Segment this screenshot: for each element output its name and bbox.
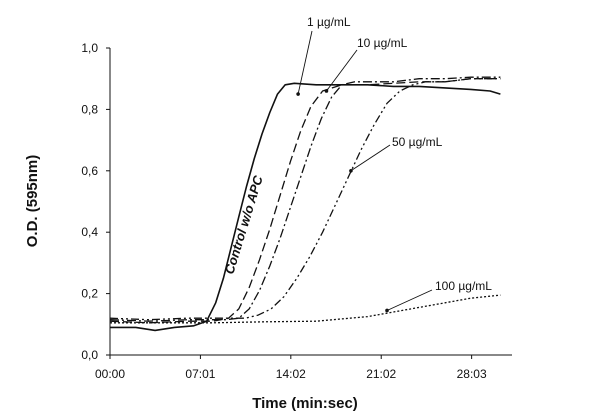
y-tick-label: 0,0 xyxy=(81,348,98,362)
series-line-0 xyxy=(110,82,501,332)
series-line-2 xyxy=(109,76,501,322)
x-tick-label: 21:02 xyxy=(366,367,396,381)
x-axis-ticks: 00:00 07:01 14:02 21:02 28:03 xyxy=(95,355,487,381)
annotation-pointer xyxy=(324,89,329,93)
x-tick-label: 00:00 xyxy=(95,367,125,381)
annotation-leader xyxy=(326,49,358,92)
annotation-label: 10 µg/mL xyxy=(357,36,408,50)
y-tick-label: 0,6 xyxy=(81,164,98,178)
y-axis-ticks: 0,0 0,2 0,4 0,6 0,8 1,0 xyxy=(81,41,110,362)
annotation-pointer xyxy=(296,92,300,96)
y-tick-label: 0,8 xyxy=(81,102,98,116)
annotation-leader xyxy=(297,30,313,95)
plot-area xyxy=(109,48,512,356)
x-tick-label: 14:02 xyxy=(276,367,306,381)
series-line-4 xyxy=(110,294,501,324)
x-axis-title: Time (min:sec) xyxy=(252,395,358,412)
annotation-leader xyxy=(386,289,433,311)
annotation-label: 1 µg/mL xyxy=(307,15,351,29)
series-layer xyxy=(109,76,501,332)
y-tick-label: 0,4 xyxy=(81,225,98,239)
y-axis-title: O.D. (595nm) xyxy=(24,155,41,248)
y-tick-label: 1,0 xyxy=(81,41,98,55)
annotation-label: 50 µg/mL xyxy=(392,135,443,149)
annotation-label: 100 µg/mL xyxy=(435,279,492,293)
annotation-leader xyxy=(350,144,391,172)
annotation-pointer xyxy=(385,308,389,313)
y-tick-label: 0,2 xyxy=(81,287,98,301)
x-tick-label: 28:03 xyxy=(457,367,487,381)
x-tick-label: 07:01 xyxy=(185,367,215,381)
annotation-pointer xyxy=(349,169,353,173)
